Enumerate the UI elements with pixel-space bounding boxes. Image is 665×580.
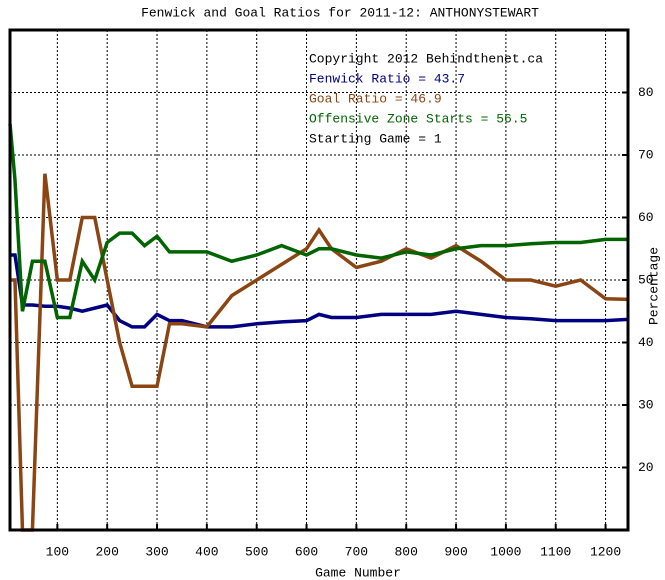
x-axis-label: Game Number — [315, 565, 401, 580]
chart-title: Fenwick and Goal Ratios for 2011-12: ANT… — [141, 5, 539, 20]
series-line — [10, 173, 629, 532]
series-line — [8, 123, 628, 320]
y-tick-label: 30 — [638, 397, 654, 412]
plot-border — [8, 28, 630, 532]
series-line — [10, 253, 629, 329]
annotation: Starting Game = 1 — [309, 131, 442, 146]
annotation: Goal Ratio = 46.9 — [309, 91, 442, 106]
x-tick-label: 900 — [444, 544, 467, 559]
x-tick-label: 100 — [46, 544, 69, 559]
y-tick-label: 70 — [638, 147, 654, 162]
x-tick-label: 1100 — [540, 544, 571, 559]
y-tick-label: 50 — [638, 272, 654, 287]
y-tick-label: 40 — [638, 335, 654, 350]
x-tick-label: 600 — [295, 544, 318, 559]
x-tick-label: 200 — [95, 544, 118, 559]
annotation: Copyright 2012 Behindthenet.ca — [309, 51, 543, 66]
x-tick-label: 400 — [195, 544, 218, 559]
x-tick-label: 700 — [345, 544, 368, 559]
annotation: Offensive Zone Starts = 56.5 — [309, 111, 527, 126]
annotation: Fenwick Ratio = 43.7 — [309, 71, 465, 86]
y-axis-label: Percentage — [646, 247, 661, 325]
y-tick-label: 80 — [638, 85, 654, 100]
x-tick-label: 1000 — [490, 544, 521, 559]
y-tick-label: 60 — [638, 210, 654, 225]
x-tick-label: 300 — [145, 544, 168, 559]
x-tick-label: 500 — [245, 544, 268, 559]
x-tick-label: 1200 — [590, 544, 621, 559]
x-tick-label: 800 — [395, 544, 418, 559]
y-tick-label: 20 — [638, 460, 654, 475]
